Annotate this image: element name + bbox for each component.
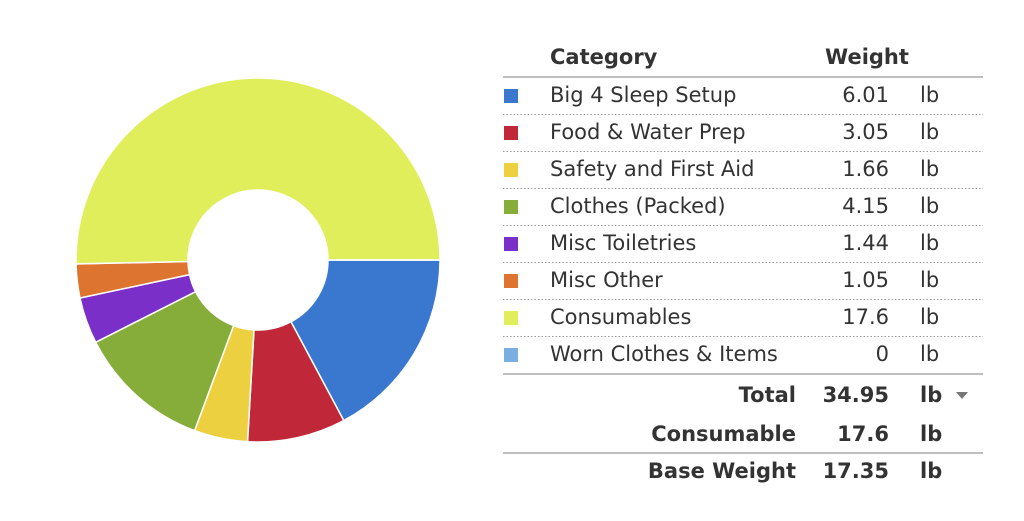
weight-value: 17.6 bbox=[842, 305, 889, 329]
category-name: Worn Clothes & Items bbox=[550, 342, 778, 366]
base-weight-value: 17.35 bbox=[823, 459, 889, 483]
category-name: Misc Toiletries bbox=[550, 231, 696, 255]
legend-swatch bbox=[504, 163, 518, 177]
base-weight-unit: lb bbox=[920, 459, 942, 483]
weight-value: 1.44 bbox=[842, 231, 889, 255]
legend-swatch bbox=[504, 237, 518, 251]
consumable-unit: lb bbox=[920, 422, 942, 446]
total-unit[interactable]: lb bbox=[920, 383, 942, 407]
weight-value: 0 bbox=[876, 342, 889, 366]
weight-unit: lb bbox=[920, 83, 939, 107]
weight-value: 3.05 bbox=[842, 120, 889, 144]
header-category: Category bbox=[550, 45, 658, 69]
consumable-label: Consumable bbox=[651, 422, 796, 446]
legend-swatch bbox=[504, 126, 518, 140]
weight-unit: lb bbox=[920, 120, 939, 144]
base-weight-label: Base Weight bbox=[648, 459, 796, 483]
donut-slice bbox=[289, 259, 441, 422]
weight-value: 1.05 bbox=[842, 268, 889, 292]
weight-unit: lb bbox=[920, 231, 939, 255]
category-name: Food & Water Prep bbox=[550, 120, 746, 144]
legend-swatch bbox=[504, 311, 518, 325]
weight-unit: lb bbox=[920, 342, 939, 366]
weight-value: 4.15 bbox=[842, 194, 889, 218]
legend-swatch bbox=[504, 89, 518, 103]
weight-unit: lb bbox=[920, 268, 939, 292]
total-label: Total bbox=[739, 383, 796, 407]
weight-value: 6.01 bbox=[842, 83, 889, 107]
unit-dropdown[interactable] bbox=[956, 392, 968, 399]
donut-slice bbox=[94, 290, 235, 432]
category-name: Big 4 Sleep Setup bbox=[550, 83, 736, 107]
weight-unit: lb bbox=[920, 157, 939, 181]
legend-swatch bbox=[504, 200, 518, 214]
weight-unit: lb bbox=[920, 194, 939, 218]
category-name: Consumables bbox=[550, 305, 691, 329]
category-name: Clothes (Packed) bbox=[550, 194, 726, 218]
legend-swatch bbox=[504, 274, 518, 288]
legend-swatch bbox=[504, 348, 518, 362]
consumable-value: 17.6 bbox=[837, 422, 889, 446]
total-value: 34.95 bbox=[823, 383, 889, 407]
category-name: Misc Other bbox=[550, 268, 663, 292]
header-weight: Weight bbox=[825, 45, 909, 69]
weight-value: 1.66 bbox=[842, 157, 889, 181]
weight-unit: lb bbox=[920, 305, 939, 329]
donut-slice bbox=[75, 77, 441, 265]
category-name: Safety and First Aid bbox=[550, 157, 754, 181]
